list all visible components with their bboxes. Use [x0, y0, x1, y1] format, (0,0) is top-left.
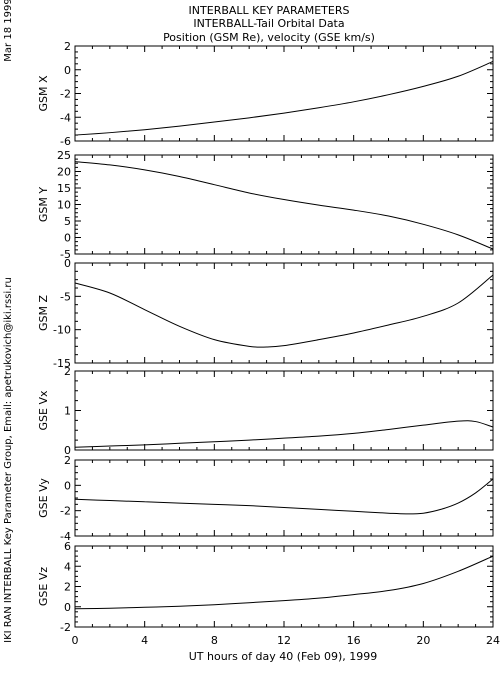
- y-tick-label: 0: [64, 601, 71, 614]
- panel-2: -5 0 5 10 15 20 25 GSM Y: [37, 149, 494, 261]
- x-tick-label: 0: [72, 634, 79, 647]
- x-axis-label: UT hours of day 40 (Feb 09), 1999: [189, 650, 378, 663]
- x-tick-label: 12: [277, 634, 291, 647]
- chart-title-line3: Position (GSM Re), velocity (GSE km/s): [163, 31, 375, 44]
- y-axis-label: GSM X: [37, 75, 50, 111]
- x-tick-label: 16: [347, 634, 361, 647]
- series-line: [74, 420, 494, 448]
- y-tick-label: -15: [53, 357, 71, 370]
- side-credit: IKI RAN INTERBALL Key Parameter Group, E…: [3, 277, 14, 643]
- x-tick-label: 24: [486, 634, 500, 647]
- chart-title-line1: INTERBALL KEY PARAMETERS: [189, 4, 350, 17]
- panel-frame: [74, 45, 494, 142]
- y-tick-label: -2: [60, 621, 71, 634]
- x-tick-label: 8: [211, 634, 218, 647]
- y-tick-label: -5: [60, 290, 71, 303]
- chart-title-line2: INTERBALL-Tail Orbital Data: [193, 17, 344, 30]
- y-tick-label: 0: [64, 64, 71, 77]
- y-tick-label: 2: [64, 365, 71, 378]
- side-date: Mar 18 1999: [3, 0, 14, 62]
- y-tick-label: 25: [57, 149, 71, 162]
- y-tick-label: -2: [60, 88, 71, 101]
- y-tick-label: -5: [60, 248, 71, 261]
- y-axis-label: GSE Vy: [37, 478, 50, 518]
- y-tick-label: 6: [64, 540, 71, 553]
- series-line: [74, 161, 494, 250]
- y-tick-label: 2: [64, 581, 71, 594]
- y-tick-label: 1: [64, 405, 71, 418]
- y-tick-label: -4: [60, 530, 71, 543]
- y-axis-label: GSE Vx: [37, 390, 50, 430]
- panel-frame: [74, 545, 494, 628]
- y-tick-label: -4: [60, 111, 71, 124]
- series-line: [74, 274, 494, 348]
- series-line: [74, 478, 494, 515]
- series-line: [74, 555, 494, 610]
- panel-frame: [74, 262, 494, 364]
- y-tick-label: 0: [64, 232, 71, 245]
- panel-6: -2 0 2 4 6 GSE Vz: [37, 540, 494, 634]
- y-tick-label: 10: [57, 199, 71, 212]
- y-tick-label: 4: [64, 560, 71, 573]
- panel-frame: [74, 154, 494, 255]
- y-tick-label: -6: [60, 135, 71, 148]
- panel-1: -6 -4 -2 0 2 GSM X: [37, 40, 494, 148]
- panel-frame: [74, 459, 494, 537]
- y-tick-label: 15: [57, 182, 71, 195]
- panel-3: -15 -10 -5 0 GSM Z: [37, 257, 494, 370]
- x-tick-label: 4: [141, 634, 148, 647]
- y-axis-label: GSE Vz: [37, 567, 50, 606]
- y-tick-label: 5: [64, 215, 71, 228]
- y-tick-label: 20: [57, 166, 71, 179]
- y-tick-label: 2: [64, 40, 71, 53]
- panel-5: -4 -2 0 2 GSE Vy: [37, 454, 494, 543]
- y-tick-label: 0: [64, 444, 71, 457]
- y-tick-label: -10: [53, 324, 71, 337]
- x-tick-label: 20: [416, 634, 430, 647]
- y-axis-label: GSM Y: [37, 187, 50, 222]
- y-tick-label: -2: [60, 505, 71, 518]
- y-tick-label: 0: [64, 479, 71, 492]
- series-line: [74, 60, 494, 136]
- y-tick-label: 2: [64, 454, 71, 467]
- panel-4: 0 1 2 GSE Vx: [37, 365, 494, 457]
- y-tick-label: 0: [64, 257, 71, 270]
- y-axis-label: GSM Z: [37, 295, 50, 331]
